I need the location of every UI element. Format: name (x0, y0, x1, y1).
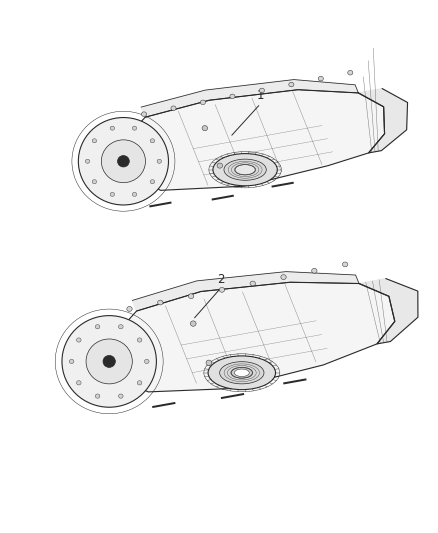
Ellipse shape (150, 180, 155, 184)
Ellipse shape (219, 287, 225, 292)
Ellipse shape (119, 394, 123, 398)
Ellipse shape (110, 126, 114, 130)
Ellipse shape (77, 338, 81, 342)
Ellipse shape (127, 306, 132, 311)
Ellipse shape (145, 359, 149, 364)
Ellipse shape (110, 192, 114, 196)
Ellipse shape (157, 159, 162, 163)
Ellipse shape (231, 367, 252, 378)
Ellipse shape (158, 300, 163, 305)
Ellipse shape (200, 100, 205, 104)
Ellipse shape (250, 281, 255, 286)
Ellipse shape (132, 126, 137, 130)
Ellipse shape (213, 154, 277, 186)
Ellipse shape (141, 112, 147, 116)
Ellipse shape (101, 140, 145, 183)
Ellipse shape (235, 165, 255, 175)
Ellipse shape (150, 139, 155, 143)
Ellipse shape (234, 369, 249, 376)
Polygon shape (358, 88, 407, 153)
Ellipse shape (95, 325, 100, 329)
Ellipse shape (206, 360, 212, 366)
Ellipse shape (289, 82, 294, 87)
Ellipse shape (137, 338, 142, 342)
Ellipse shape (69, 359, 74, 364)
Ellipse shape (62, 316, 156, 407)
Ellipse shape (137, 381, 142, 385)
Ellipse shape (312, 268, 317, 273)
Ellipse shape (224, 159, 266, 180)
Ellipse shape (117, 156, 129, 167)
Ellipse shape (348, 70, 353, 75)
Text: 1: 1 (257, 89, 265, 102)
Ellipse shape (217, 163, 223, 168)
Ellipse shape (318, 76, 323, 81)
Ellipse shape (95, 394, 100, 398)
Ellipse shape (230, 94, 235, 99)
Ellipse shape (343, 262, 348, 267)
Polygon shape (141, 79, 358, 117)
Polygon shape (115, 90, 385, 190)
Ellipse shape (119, 325, 123, 329)
Ellipse shape (92, 139, 97, 143)
Ellipse shape (208, 356, 276, 390)
Polygon shape (104, 282, 395, 392)
Ellipse shape (188, 294, 194, 298)
Ellipse shape (86, 339, 132, 384)
Ellipse shape (92, 180, 97, 184)
Ellipse shape (171, 106, 176, 110)
Ellipse shape (103, 356, 115, 367)
Ellipse shape (219, 362, 264, 384)
Ellipse shape (191, 321, 196, 326)
Ellipse shape (259, 88, 265, 93)
Polygon shape (359, 279, 418, 344)
Polygon shape (132, 272, 359, 311)
Ellipse shape (85, 159, 90, 163)
Ellipse shape (77, 381, 81, 385)
Ellipse shape (78, 118, 169, 205)
Text: 2: 2 (217, 273, 225, 286)
Ellipse shape (281, 274, 286, 279)
Ellipse shape (202, 126, 208, 131)
Ellipse shape (132, 192, 137, 196)
